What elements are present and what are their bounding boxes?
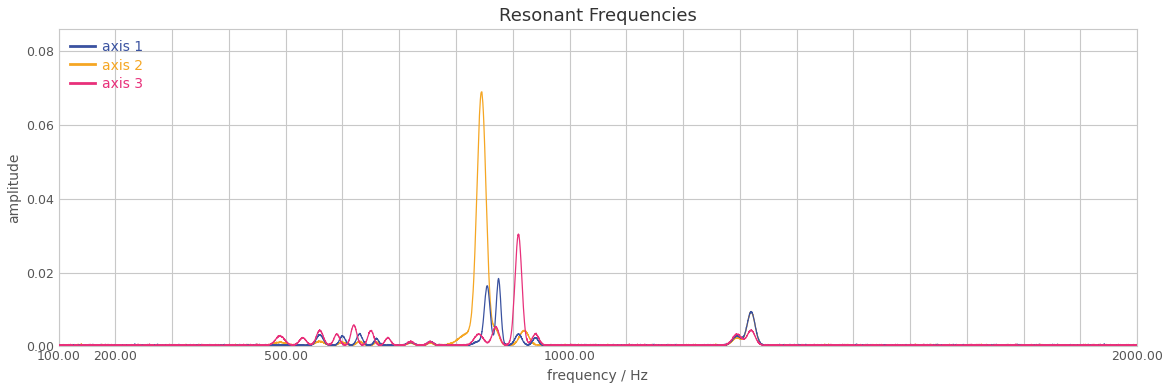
- axis 1: [1130, 343, 1144, 347]
- axis 3: [205, 343, 219, 348]
- axis 2: [51, 343, 66, 348]
- axis 2: [442, 342, 456, 347]
- Title: Resonant Frequencies: Resonant Frequencies: [498, 7, 697, 25]
- axis 3: [1130, 343, 1144, 347]
- axis 3: [105, 343, 119, 347]
- Legend: axis 1, axis 2, axis 3: axis 1, axis 2, axis 3: [66, 36, 147, 95]
- Line: axis 3: axis 3: [58, 234, 1137, 346]
- axis 1: [51, 342, 66, 347]
- axis 2: [690, 343, 704, 347]
- axis 3: [51, 342, 66, 347]
- axis 1: [737, 334, 751, 339]
- Line: axis 2: axis 2: [58, 92, 1137, 346]
- axis 1: [105, 343, 119, 348]
- axis 3: [909, 343, 923, 348]
- axis 2: [106, 343, 121, 348]
- axis 1: [442, 343, 456, 348]
- axis 2: [909, 343, 923, 347]
- axis 2: [1130, 343, 1144, 347]
- axis 1: [690, 343, 704, 347]
- axis 2: [57, 343, 71, 348]
- axis 3: [690, 343, 704, 347]
- Line: axis 1: axis 1: [58, 278, 1137, 346]
- axis 1: [491, 276, 505, 281]
- axis 1: [909, 343, 923, 348]
- axis 2: [475, 90, 489, 94]
- axis 1: [852, 343, 866, 347]
- Y-axis label: amplitude: amplitude: [7, 152, 21, 223]
- X-axis label: frequency / Hz: frequency / Hz: [548, 369, 648, 383]
- axis 2: [737, 334, 751, 339]
- axis 2: [852, 343, 866, 348]
- axis 3: [737, 337, 751, 342]
- axis 3: [442, 343, 456, 348]
- axis 3: [852, 343, 866, 348]
- axis 1: [923, 343, 937, 348]
- axis 3: [511, 232, 525, 236]
